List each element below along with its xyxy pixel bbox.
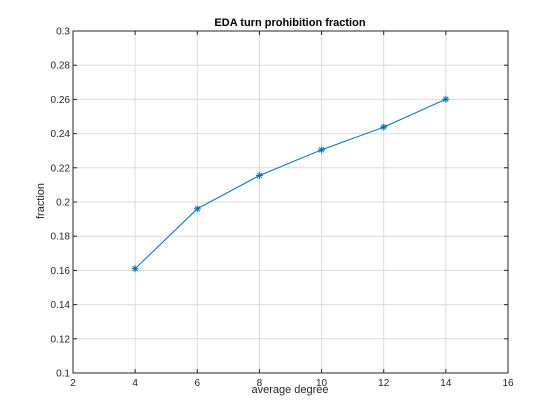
y-tick-label: 0.24: [51, 129, 71, 140]
x-tick-label: 12: [378, 378, 390, 389]
x-tick-label: 14: [440, 378, 452, 389]
data-point: [131, 265, 139, 273]
y-tick-label: 0.12: [51, 334, 71, 345]
data-point: [318, 146, 326, 154]
y-axis-label: fraction: [35, 183, 47, 219]
data-point: [193, 205, 201, 213]
series-line: [134, 98, 447, 270]
y-tick-label: 0.18: [51, 232, 71, 243]
data-point: [380, 123, 388, 131]
x-tick-label: 4: [132, 378, 138, 389]
y-tick-label: 0.22: [51, 163, 71, 174]
y-tick-label: 0.14: [51, 300, 71, 311]
y-tick-label: 0.26: [51, 95, 71, 106]
y-tick-label: 0.3: [56, 27, 70, 38]
x-tick-label: 8: [257, 378, 263, 389]
x-tick-label: 10: [316, 378, 328, 389]
series-layer: [131, 95, 450, 273]
y-tick-label: 0.2: [56, 198, 70, 209]
data-point: [442, 95, 450, 103]
y-tick-label: 0.1: [56, 369, 70, 380]
data-point: [255, 171, 263, 179]
y-tick-label: 0.28: [51, 61, 71, 72]
chart-title: EDA turn prohibition fraction: [214, 17, 365, 29]
x-tick-label: 16: [502, 378, 514, 389]
grid: [72, 30, 509, 374]
axis-ticks: 2 4 6 8 10 12 14 16 0.1 0.12 0.14 0.16 0.18 0.2 0.22 0.…: [51, 27, 514, 390]
x-axis-label: average degree: [251, 384, 328, 396]
x-tick-label: 6: [195, 378, 201, 389]
x-tick-label: 2: [70, 378, 76, 389]
y-tick-label: 0.16: [51, 266, 71, 277]
